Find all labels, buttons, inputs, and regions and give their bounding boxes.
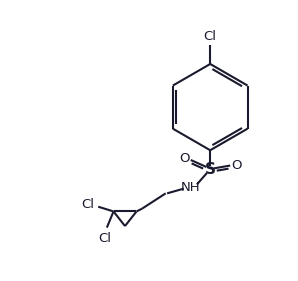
Text: NH: NH <box>181 181 201 194</box>
Text: O: O <box>179 151 190 165</box>
Text: Cl: Cl <box>99 232 112 245</box>
Text: Cl: Cl <box>204 30 217 42</box>
Text: Cl: Cl <box>81 198 94 211</box>
Text: O: O <box>232 159 242 172</box>
Text: S: S <box>205 162 216 177</box>
